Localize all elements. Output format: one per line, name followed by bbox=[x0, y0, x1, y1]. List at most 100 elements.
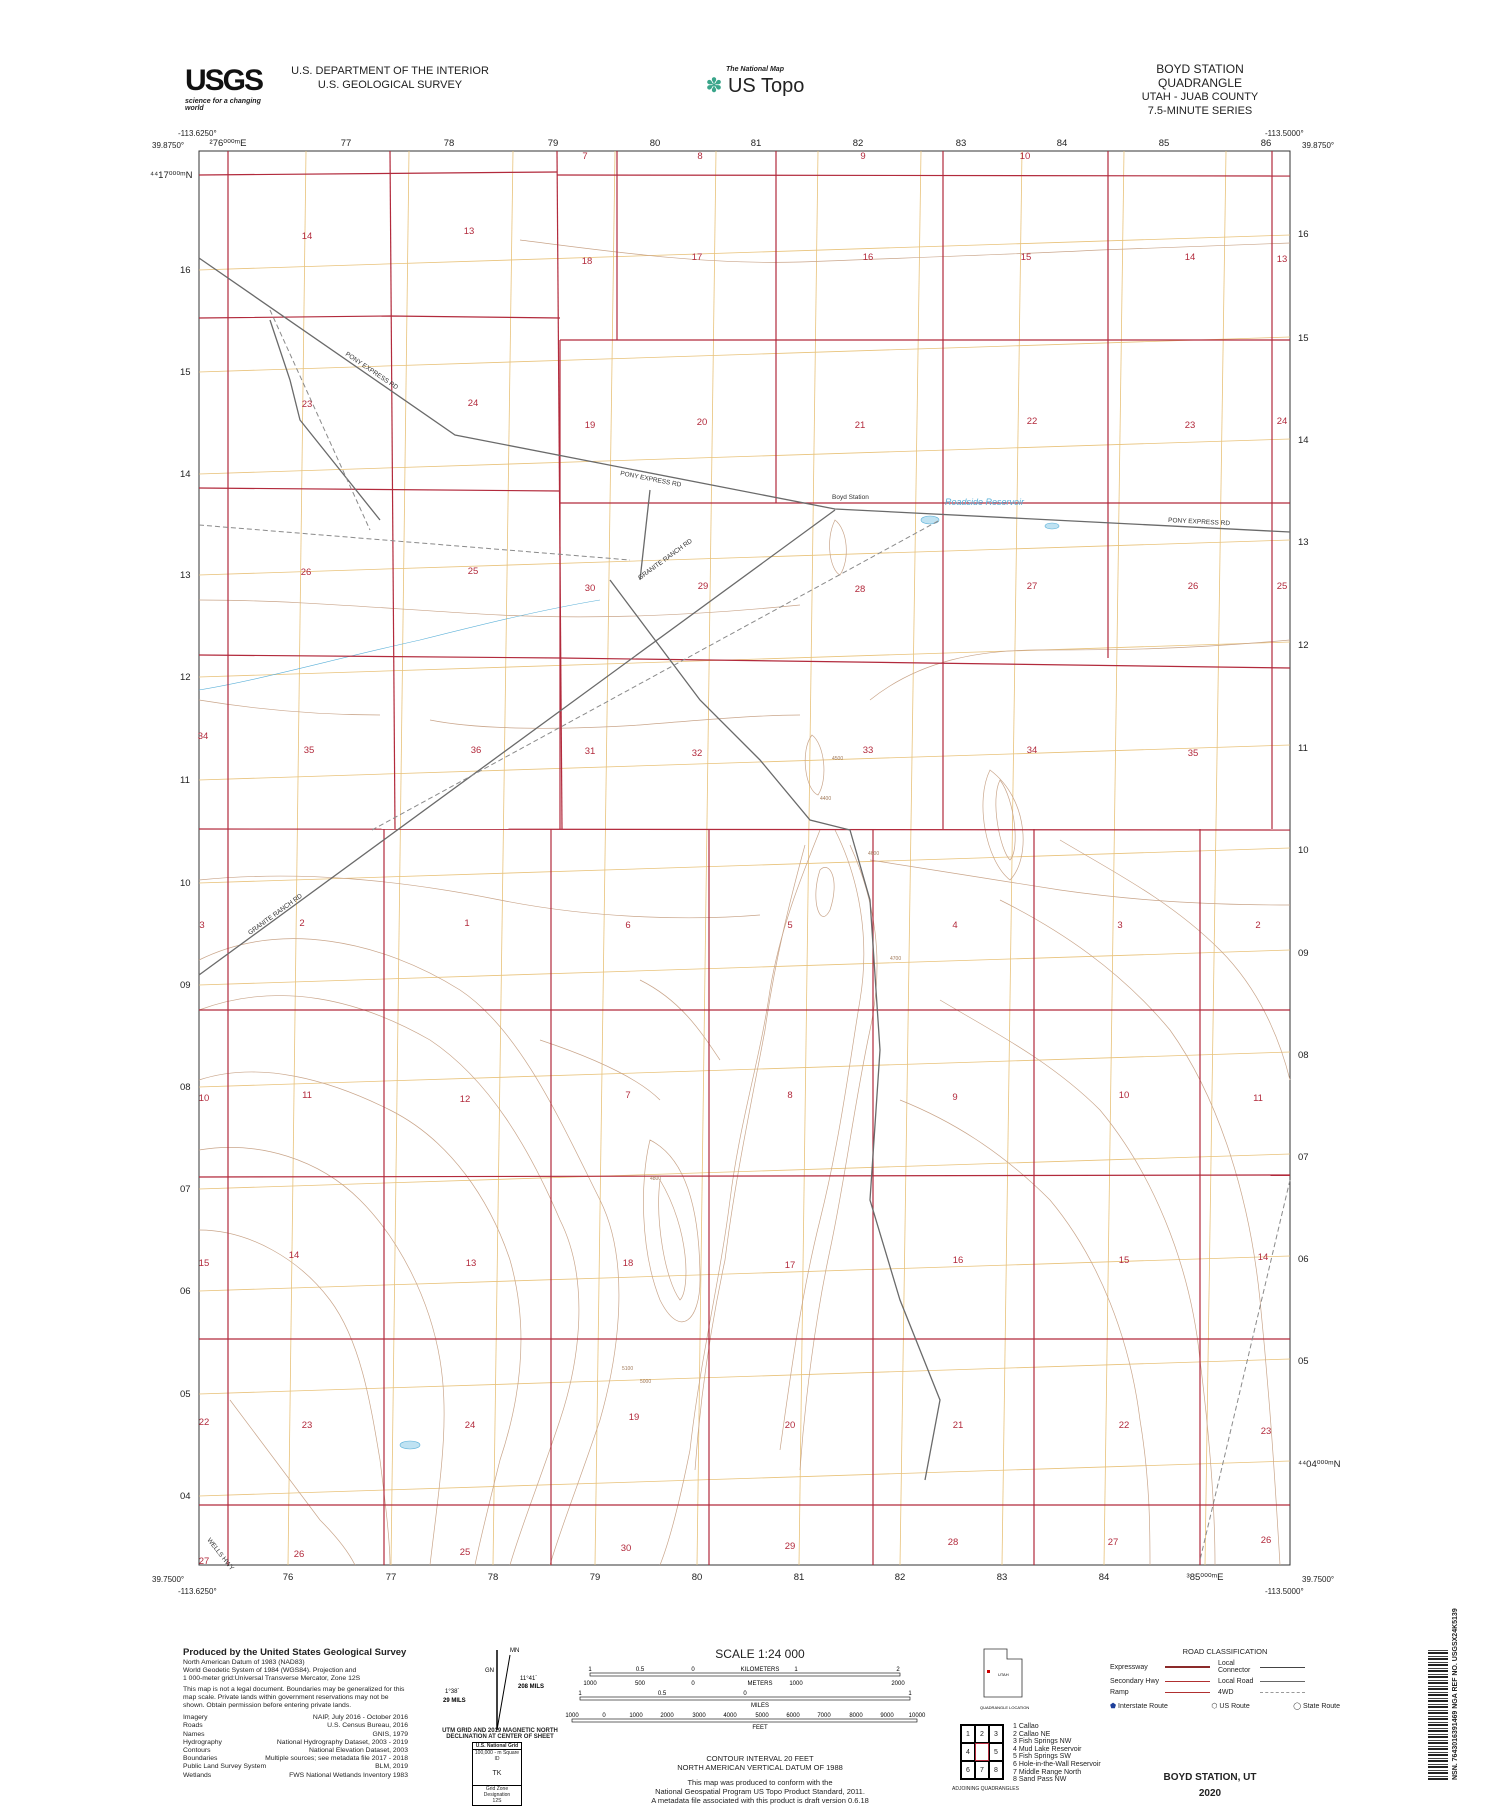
section-number: 2 bbox=[299, 918, 304, 929]
section-number: 19 bbox=[629, 1412, 640, 1423]
corner-se-lon: -113.5000° bbox=[1265, 1587, 1304, 1596]
section-number: 2 bbox=[1255, 920, 1260, 931]
section-lines bbox=[198, 150, 1291, 1565]
scale-tick: 8000 bbox=[849, 1713, 863, 1719]
credits-block: Produced by the United States Geological… bbox=[183, 1647, 408, 1780]
section-number: 15 bbox=[1021, 252, 1032, 263]
scale-block: SCALE 1:24 000 1 0.5 0 1 2 KILOMETERS 1000 500 0… bbox=[560, 1647, 960, 1805]
section-number: 25 bbox=[1277, 581, 1288, 592]
globe-icon: ✽ bbox=[705, 75, 723, 97]
easting-label-bottom: 80 bbox=[692, 1572, 703, 1583]
section-number: 10 bbox=[199, 1093, 210, 1104]
quad-heading: BOYD STATION QUADRANGLE UTAH - JUAB COUN… bbox=[1141, 62, 1259, 117]
section-number: 23 bbox=[1185, 420, 1196, 431]
easting-label-bottom: 84 bbox=[1099, 1572, 1110, 1583]
easting-label-top: 85 bbox=[1159, 138, 1170, 149]
section-number: 11 bbox=[302, 1090, 312, 1101]
contour-label: 5000 bbox=[640, 1379, 651, 1385]
section-number: 30 bbox=[585, 583, 596, 594]
section-number: 16 bbox=[953, 1255, 964, 1266]
svg-text:1°38´: 1°38´ bbox=[445, 1689, 459, 1695]
section-number: 22 bbox=[199, 1417, 210, 1428]
section-number: 35 bbox=[1188, 748, 1199, 759]
scale-unit: KILOMETERS bbox=[741, 1667, 780, 1673]
scale-tick: 0 bbox=[691, 1667, 695, 1673]
section-number: 15 bbox=[1119, 1255, 1130, 1266]
adjoining-cell: 7 bbox=[975, 1761, 989, 1779]
section-number: 34 bbox=[198, 731, 209, 742]
section-number: 23 bbox=[302, 1420, 313, 1431]
state-route-circle-icon: ◯ bbox=[1293, 1703, 1302, 1710]
corner-ne-lon: -113.5000° bbox=[1265, 129, 1304, 138]
water-features bbox=[198, 515, 1060, 1450]
label-roadside-reservoir: Roadside Reservoir bbox=[945, 497, 1025, 507]
scale-tick: 0 bbox=[691, 1681, 695, 1687]
northing-label-left: 16 bbox=[180, 265, 191, 276]
section-number: 11 bbox=[1253, 1093, 1263, 1104]
secondary-hwy-symbol bbox=[1165, 1681, 1210, 1682]
section-number: 33 bbox=[863, 745, 874, 756]
source-row: Hydrography National Hydrography Dataset,… bbox=[183, 1738, 408, 1746]
northing-label-right: 16 bbox=[1298, 229, 1309, 240]
northing-label-right: 13 bbox=[1298, 537, 1309, 548]
adjoining-cell: 1 bbox=[961, 1725, 975, 1743]
granite-ranch-road bbox=[198, 509, 836, 976]
section-number: 34 bbox=[1027, 745, 1038, 756]
section-number: 18 bbox=[623, 1258, 634, 1269]
us-route-shield-icon: ⬡ bbox=[1211, 1703, 1218, 1710]
northing-label-left: 14 bbox=[180, 469, 191, 480]
contour-label: 4700 bbox=[890, 956, 901, 962]
section-number: 26 bbox=[1261, 1535, 1272, 1546]
section-number: 26 bbox=[301, 567, 312, 578]
label-pony-express-rd-east: PONY EXPRESS RD bbox=[1168, 517, 1231, 527]
northing-label-right: 10 bbox=[1298, 845, 1309, 856]
source-row: Imagery NAIP, July 2016 - October 2016 bbox=[183, 1714, 408, 1722]
svg-text:208 MILS: 208 MILS bbox=[518, 1684, 544, 1690]
scale-tick: 1000 bbox=[789, 1681, 803, 1687]
section-number: 6 bbox=[625, 920, 630, 931]
section-number: 35 bbox=[304, 745, 315, 756]
adjoining-cell: 3 bbox=[989, 1725, 1003, 1743]
adjoining-cell: 8 bbox=[989, 1761, 1003, 1779]
northing-label-left: 09 bbox=[180, 980, 191, 991]
quadrangle-location-map: UTAH QUADRANGLE LOCATION bbox=[980, 1648, 1029, 1710]
road-classification-legend: ROAD CLASSIFICATION Expressway Local Con… bbox=[1110, 1647, 1340, 1710]
adjoining-quad-name: 8 Sand Pass NW bbox=[1013, 1776, 1067, 1784]
scale-tick: 10000 bbox=[909, 1713, 926, 1719]
section-number: 21 bbox=[855, 420, 866, 431]
easting-label-bottom: 82 bbox=[895, 1572, 906, 1583]
section-number: 10 bbox=[1020, 151, 1031, 162]
contour-label: 4400 bbox=[820, 796, 831, 802]
scale-tick: 5000 bbox=[755, 1713, 769, 1719]
adjoining-quad-name: 6 Hole-in-the-Wall Reservoir bbox=[1013, 1760, 1101, 1768]
ramp-symbol bbox=[1165, 1692, 1210, 1693]
northing-label-right: 06 bbox=[1298, 1254, 1309, 1265]
source-list: Imagery NAIP, July 2016 - October 2016 Roa… bbox=[183, 1714, 408, 1780]
section-number: 14 bbox=[289, 1250, 300, 1261]
svg-text:29 MILS: 29 MILS bbox=[443, 1698, 466, 1704]
northing-label-right: ⁴⁴04⁰⁰⁰ᵐN bbox=[1298, 1459, 1341, 1470]
section-number: 27 bbox=[1027, 581, 1038, 592]
section-number: 13 bbox=[466, 1258, 477, 1269]
barcode-text: NSN. 7643016391469 NGA REF NO. USGSX24K5… bbox=[1452, 1608, 1459, 1780]
easting-label-top: 77 bbox=[341, 138, 352, 149]
scale-tick: 1 bbox=[908, 1691, 912, 1697]
northing-label-left: 12 bbox=[180, 672, 191, 683]
easting-label-bottom: 76 bbox=[283, 1572, 294, 1583]
section-number: 25 bbox=[468, 566, 479, 577]
pony-express-road bbox=[198, 257, 1291, 533]
contour-lines bbox=[198, 239, 1291, 1566]
easting-label-top: 79 bbox=[548, 138, 559, 149]
scale-tick: 1 bbox=[578, 1691, 582, 1697]
section-number: 12 bbox=[460, 1094, 471, 1105]
section-number: 3 bbox=[1117, 920, 1122, 931]
section-number: 29 bbox=[785, 1541, 796, 1552]
northing-label-left: 10 bbox=[180, 878, 191, 889]
section-number: 7 bbox=[582, 151, 587, 162]
utm-grid bbox=[198, 150, 1291, 1566]
section-number: 21 bbox=[953, 1420, 964, 1431]
svg-text:QUADRANGLE LOCATION: QUADRANGLE LOCATION bbox=[980, 1705, 1029, 1710]
easting-label-bottom: 77 bbox=[386, 1572, 397, 1583]
